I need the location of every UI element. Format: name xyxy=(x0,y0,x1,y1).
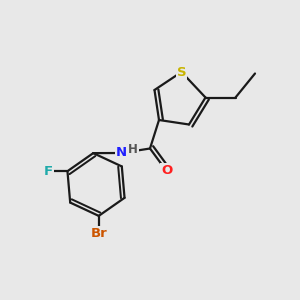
Text: Br: Br xyxy=(90,227,107,240)
Text: F: F xyxy=(44,165,52,178)
Text: N: N xyxy=(116,146,127,160)
Text: H: H xyxy=(128,143,138,156)
Text: S: S xyxy=(177,65,186,79)
Text: O: O xyxy=(161,164,172,178)
